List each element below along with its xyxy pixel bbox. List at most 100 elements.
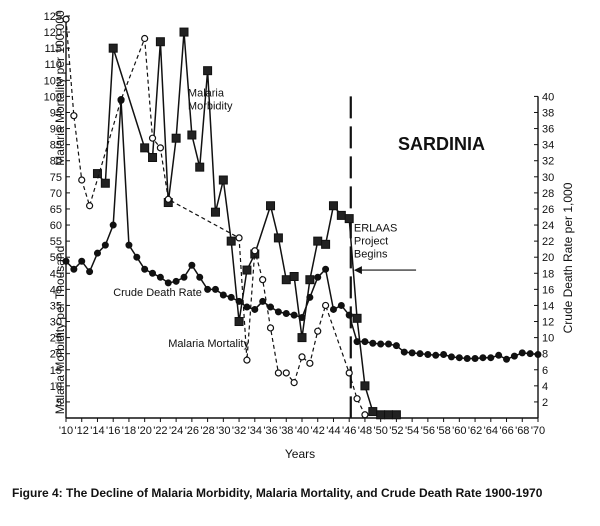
malaria-mortality-point bbox=[290, 379, 298, 387]
crude-death-rate-point bbox=[141, 265, 149, 273]
x-tick-label: '40 bbox=[295, 425, 309, 437]
crude-death-rate-point bbox=[78, 257, 86, 265]
malaria-mortality-point bbox=[62, 15, 70, 23]
crude-death-rate-point bbox=[109, 221, 117, 229]
left-axis-label-morbidity: Malaria Morbidity per Thousand bbox=[53, 246, 67, 415]
crude-death-rate-point bbox=[479, 354, 487, 362]
malaria-mortality-point bbox=[148, 134, 157, 142]
chart-title: SARDINIA bbox=[398, 134, 485, 154]
malaria-mortality-point bbox=[235, 234, 243, 242]
crude-death-rate-point bbox=[117, 96, 125, 104]
left-tick-label: 85 bbox=[50, 140, 62, 152]
left-axis-label-mortality: Malaria Mortality per 100,000 bbox=[53, 10, 67, 166]
malaria-mortality-point bbox=[259, 276, 267, 284]
crude-death-rate-point bbox=[369, 339, 377, 347]
crude-death-rate-point bbox=[400, 348, 408, 356]
crude-death-rate-point bbox=[204, 285, 212, 293]
crude-death-rate-point bbox=[353, 338, 361, 346]
annotation-erlaas-project-begins: ERLAAS bbox=[354, 222, 397, 234]
crude-death-rate-point bbox=[172, 277, 180, 285]
crude-death-rate-point bbox=[290, 311, 298, 319]
crude-death-rate-point bbox=[440, 350, 448, 358]
malaria-morbidity-point bbox=[179, 27, 189, 37]
series bbox=[62, 15, 542, 420]
malaria-mortality-point bbox=[274, 369, 282, 377]
malaria-morbidity-point bbox=[203, 66, 213, 76]
malaria-morbidity-point bbox=[376, 410, 386, 420]
malaria-morbidity-point bbox=[336, 210, 346, 220]
malaria-morbidity-point bbox=[100, 178, 110, 188]
x-tick-label: '26 bbox=[185, 425, 199, 437]
right-tick-label: 28 bbox=[542, 188, 554, 200]
x-tick-label: '38 bbox=[279, 425, 293, 437]
crude-death-rate-point bbox=[164, 279, 172, 287]
right-tick-label: 36 bbox=[542, 124, 554, 136]
crude-death-rate-point bbox=[188, 261, 196, 269]
crude-death-rate-point bbox=[416, 350, 424, 358]
x-tick-label: '22 bbox=[153, 425, 167, 437]
right-tick-label: 26 bbox=[542, 204, 554, 216]
crude-death-rate-point bbox=[534, 350, 542, 358]
malaria-mortality-point bbox=[345, 369, 353, 377]
right-tick-label: 32 bbox=[542, 156, 554, 168]
malaria-morbidity-point bbox=[148, 153, 158, 163]
malaria-morbidity-point bbox=[226, 236, 236, 246]
x-tick-label: '10 bbox=[59, 425, 73, 437]
x-tick-label: '32 bbox=[232, 425, 246, 437]
x-tick-label: '34 bbox=[248, 425, 262, 437]
crude-death-rate-point bbox=[156, 273, 164, 281]
malaria-mortality-point bbox=[85, 202, 94, 210]
crude-death-rate-point bbox=[235, 297, 243, 305]
malaria-morbidity-point bbox=[171, 133, 181, 143]
x-tick-label: '50 bbox=[373, 425, 387, 437]
x-tick-label: '54 bbox=[405, 425, 419, 437]
left-tick-label: 15 bbox=[50, 365, 62, 377]
x-tick-label: '66 bbox=[499, 425, 513, 437]
malaria-morbidity-point bbox=[305, 275, 315, 285]
crude-death-rate-point bbox=[101, 241, 109, 249]
malaria-mortality-point bbox=[156, 144, 164, 152]
left-tick-label: 75 bbox=[50, 172, 62, 184]
crude-death-rate-point bbox=[432, 351, 440, 359]
right-tick-label: 30 bbox=[542, 172, 554, 184]
left-tick-label: 35 bbox=[50, 300, 62, 312]
malaria-mortality-point bbox=[141, 34, 149, 43]
x-tick-label: '56 bbox=[421, 425, 435, 437]
right-tick-label: 20 bbox=[542, 252, 554, 264]
malaria-mortality-point bbox=[353, 395, 361, 403]
left-axis-ticks: 5 10 15 20 25 30 35 40 45 50 55 60 65 70 75 80 85 90 95 100… bbox=[44, 11, 70, 409]
left-tick-label: 10 bbox=[50, 381, 62, 393]
malaria-mortality-point bbox=[361, 411, 369, 419]
malaria-morbidity-point bbox=[360, 381, 370, 391]
malaria-mortality-point bbox=[306, 359, 314, 367]
left-tick-label: 120 bbox=[44, 27, 62, 39]
crude-death-rate-point bbox=[282, 309, 290, 317]
malaria-morbidity-point bbox=[187, 130, 197, 140]
left-tick-label: 60 bbox=[50, 220, 62, 232]
malaria-morbidity-point bbox=[234, 317, 244, 327]
right-tick-label: 24 bbox=[542, 220, 554, 232]
crude-death-rate-point bbox=[526, 350, 534, 358]
right-tick-label: 18 bbox=[542, 268, 554, 280]
malaria-morbidity-point bbox=[155, 37, 165, 47]
malaria-morbidity-point bbox=[281, 275, 291, 285]
x-tick-label: '42 bbox=[311, 425, 325, 437]
crude-death-rate-point bbox=[196, 273, 204, 281]
crude-death-rate-point bbox=[227, 293, 235, 301]
malaria-morbidity-point bbox=[344, 214, 354, 224]
x-axis-label: Years bbox=[285, 447, 315, 461]
crude-death-rate-point bbox=[133, 253, 141, 261]
right-tick-label: 14 bbox=[542, 300, 554, 312]
malaria-mortality-point bbox=[314, 327, 322, 335]
malaria-mortality-point bbox=[251, 247, 259, 255]
x-tick-label: '24 bbox=[169, 425, 183, 437]
left-tick-label: 125 bbox=[44, 11, 62, 23]
x-tick-label: '64 bbox=[484, 425, 498, 437]
malaria-morbidity-point bbox=[242, 265, 252, 275]
crude-death-rate-point bbox=[377, 340, 385, 348]
crude-death-rate-point bbox=[345, 311, 353, 319]
right-tick-label: 38 bbox=[542, 107, 554, 119]
malaria-mortality-point bbox=[70, 112, 78, 120]
x-tick-label: '16 bbox=[106, 425, 120, 437]
